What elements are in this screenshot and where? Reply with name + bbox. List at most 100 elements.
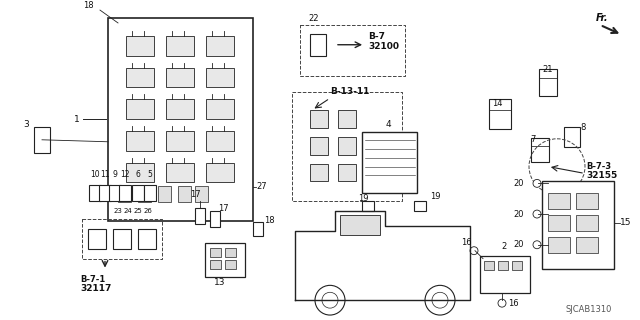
Bar: [126, 36, 154, 56]
Bar: [480, 256, 530, 293]
Bar: [89, 185, 101, 201]
Text: 27: 27: [256, 182, 267, 191]
Bar: [362, 201, 374, 211]
Text: 15: 15: [620, 219, 632, 228]
Bar: [338, 164, 356, 181]
Bar: [210, 211, 220, 227]
Text: 11: 11: [100, 171, 109, 180]
Circle shape: [470, 247, 478, 255]
Text: 17: 17: [190, 190, 200, 199]
Bar: [88, 229, 106, 249]
Bar: [195, 186, 208, 202]
Text: 17: 17: [218, 204, 228, 213]
Bar: [205, 243, 245, 277]
Bar: [206, 36, 234, 56]
Text: 26: 26: [143, 208, 152, 214]
Text: 3: 3: [23, 120, 29, 129]
Text: 4: 4: [385, 120, 391, 129]
Bar: [564, 127, 580, 147]
Text: B-7-3: B-7-3: [586, 163, 611, 172]
Bar: [338, 137, 356, 155]
Bar: [132, 185, 144, 201]
Circle shape: [533, 241, 541, 249]
Bar: [118, 186, 131, 202]
Text: 24: 24: [124, 208, 132, 214]
Bar: [126, 99, 154, 119]
Bar: [108, 18, 253, 221]
Bar: [210, 260, 221, 268]
Bar: [158, 186, 171, 202]
Bar: [166, 36, 194, 56]
Text: B-13-11: B-13-11: [330, 87, 369, 96]
Bar: [414, 201, 426, 211]
Bar: [512, 260, 522, 270]
Text: 14: 14: [492, 99, 502, 108]
Text: 32100: 32100: [368, 42, 399, 51]
Bar: [542, 181, 614, 268]
Text: 20: 20: [513, 240, 524, 249]
Text: 2: 2: [501, 242, 507, 251]
Bar: [531, 138, 549, 162]
Bar: [548, 193, 570, 209]
Text: SJCAB1310: SJCAB1310: [565, 305, 611, 314]
Bar: [119, 185, 131, 201]
Bar: [138, 186, 151, 202]
Bar: [576, 193, 598, 209]
Bar: [362, 132, 417, 193]
Bar: [99, 185, 111, 201]
Bar: [109, 185, 121, 201]
Bar: [225, 248, 236, 257]
Bar: [310, 137, 328, 155]
Bar: [113, 229, 131, 249]
Bar: [225, 260, 236, 268]
Text: 16: 16: [461, 238, 471, 247]
Circle shape: [533, 210, 541, 218]
Text: 20: 20: [513, 179, 524, 188]
Text: 6: 6: [136, 171, 140, 180]
Bar: [195, 208, 205, 224]
Bar: [166, 131, 194, 151]
Text: 25: 25: [134, 208, 142, 214]
Bar: [576, 215, 598, 231]
Bar: [126, 163, 154, 182]
Bar: [253, 222, 263, 236]
Text: 13: 13: [214, 278, 226, 287]
Bar: [138, 229, 156, 249]
Text: 1: 1: [74, 115, 80, 124]
Bar: [166, 163, 194, 182]
Text: 20: 20: [513, 210, 524, 219]
Bar: [310, 164, 328, 181]
Bar: [548, 215, 570, 231]
Bar: [340, 215, 380, 235]
Text: 32155: 32155: [586, 172, 617, 180]
Bar: [484, 260, 494, 270]
Bar: [576, 237, 598, 253]
Bar: [338, 110, 356, 128]
Text: 7: 7: [530, 135, 536, 144]
Text: 18: 18: [83, 1, 93, 10]
Text: 19: 19: [430, 192, 440, 201]
Bar: [310, 34, 326, 56]
Text: 12: 12: [120, 171, 130, 180]
Circle shape: [533, 180, 541, 187]
Bar: [126, 68, 154, 87]
Bar: [206, 163, 234, 182]
Bar: [300, 25, 405, 76]
Bar: [206, 99, 234, 119]
Bar: [206, 68, 234, 87]
Bar: [489, 99, 511, 129]
Text: 22: 22: [308, 14, 319, 23]
Bar: [548, 237, 570, 253]
Bar: [498, 260, 508, 270]
Text: B-7-1: B-7-1: [80, 276, 105, 284]
Bar: [178, 186, 191, 202]
Bar: [82, 219, 162, 259]
Text: 23: 23: [113, 208, 122, 214]
Bar: [206, 131, 234, 151]
Bar: [126, 131, 154, 151]
Circle shape: [498, 299, 506, 307]
Bar: [34, 127, 50, 153]
Text: 19: 19: [358, 194, 369, 203]
Text: 32117: 32117: [80, 284, 111, 293]
Text: 18: 18: [264, 216, 275, 225]
